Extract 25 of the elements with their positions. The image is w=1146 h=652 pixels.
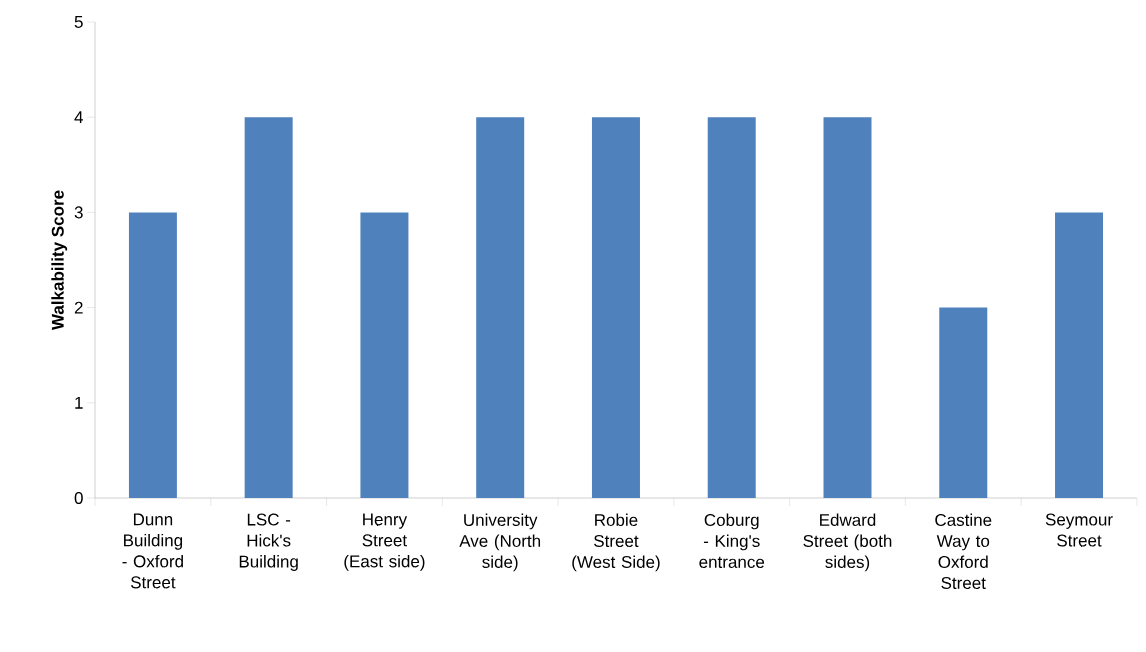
x-tick-label: Robie Street (West Side) <box>572 513 660 572</box>
x-tick-label: Coburg - King's entrance <box>699 513 765 569</box>
x-tick-label: LSC - Hick's Building <box>239 513 298 571</box>
bar <box>1055 212 1104 498</box>
y-tick-label: 3 <box>74 206 83 219</box>
y-tick-label: 1 <box>75 396 83 409</box>
bar <box>128 212 177 498</box>
y-axis-title: Walkability Score <box>51 190 68 331</box>
bar <box>476 117 525 498</box>
bar <box>939 307 988 498</box>
x-tick-label: Henry Street (East side) <box>344 513 425 571</box>
x-tick-label: Dunn Building - Oxford Street <box>122 513 183 589</box>
y-tick-label: 2 <box>74 301 83 314</box>
bar <box>591 117 640 498</box>
bar <box>823 117 872 498</box>
y-tick-label: 0 <box>74 491 83 505</box>
y-tick-label: 5 <box>74 16 83 28</box>
y-tick-label: 4 <box>74 111 83 124</box>
bar <box>707 117 756 498</box>
x-tick-label: University Ave (North side) <box>459 513 541 572</box>
bar <box>244 117 293 498</box>
x-tick-label: Castine Way to Oxford Street <box>935 513 992 590</box>
bar <box>360 212 409 498</box>
x-tick-label: Edward Street (both sides) <box>803 513 892 572</box>
x-tick-label: Seymour Street <box>1045 513 1113 547</box>
